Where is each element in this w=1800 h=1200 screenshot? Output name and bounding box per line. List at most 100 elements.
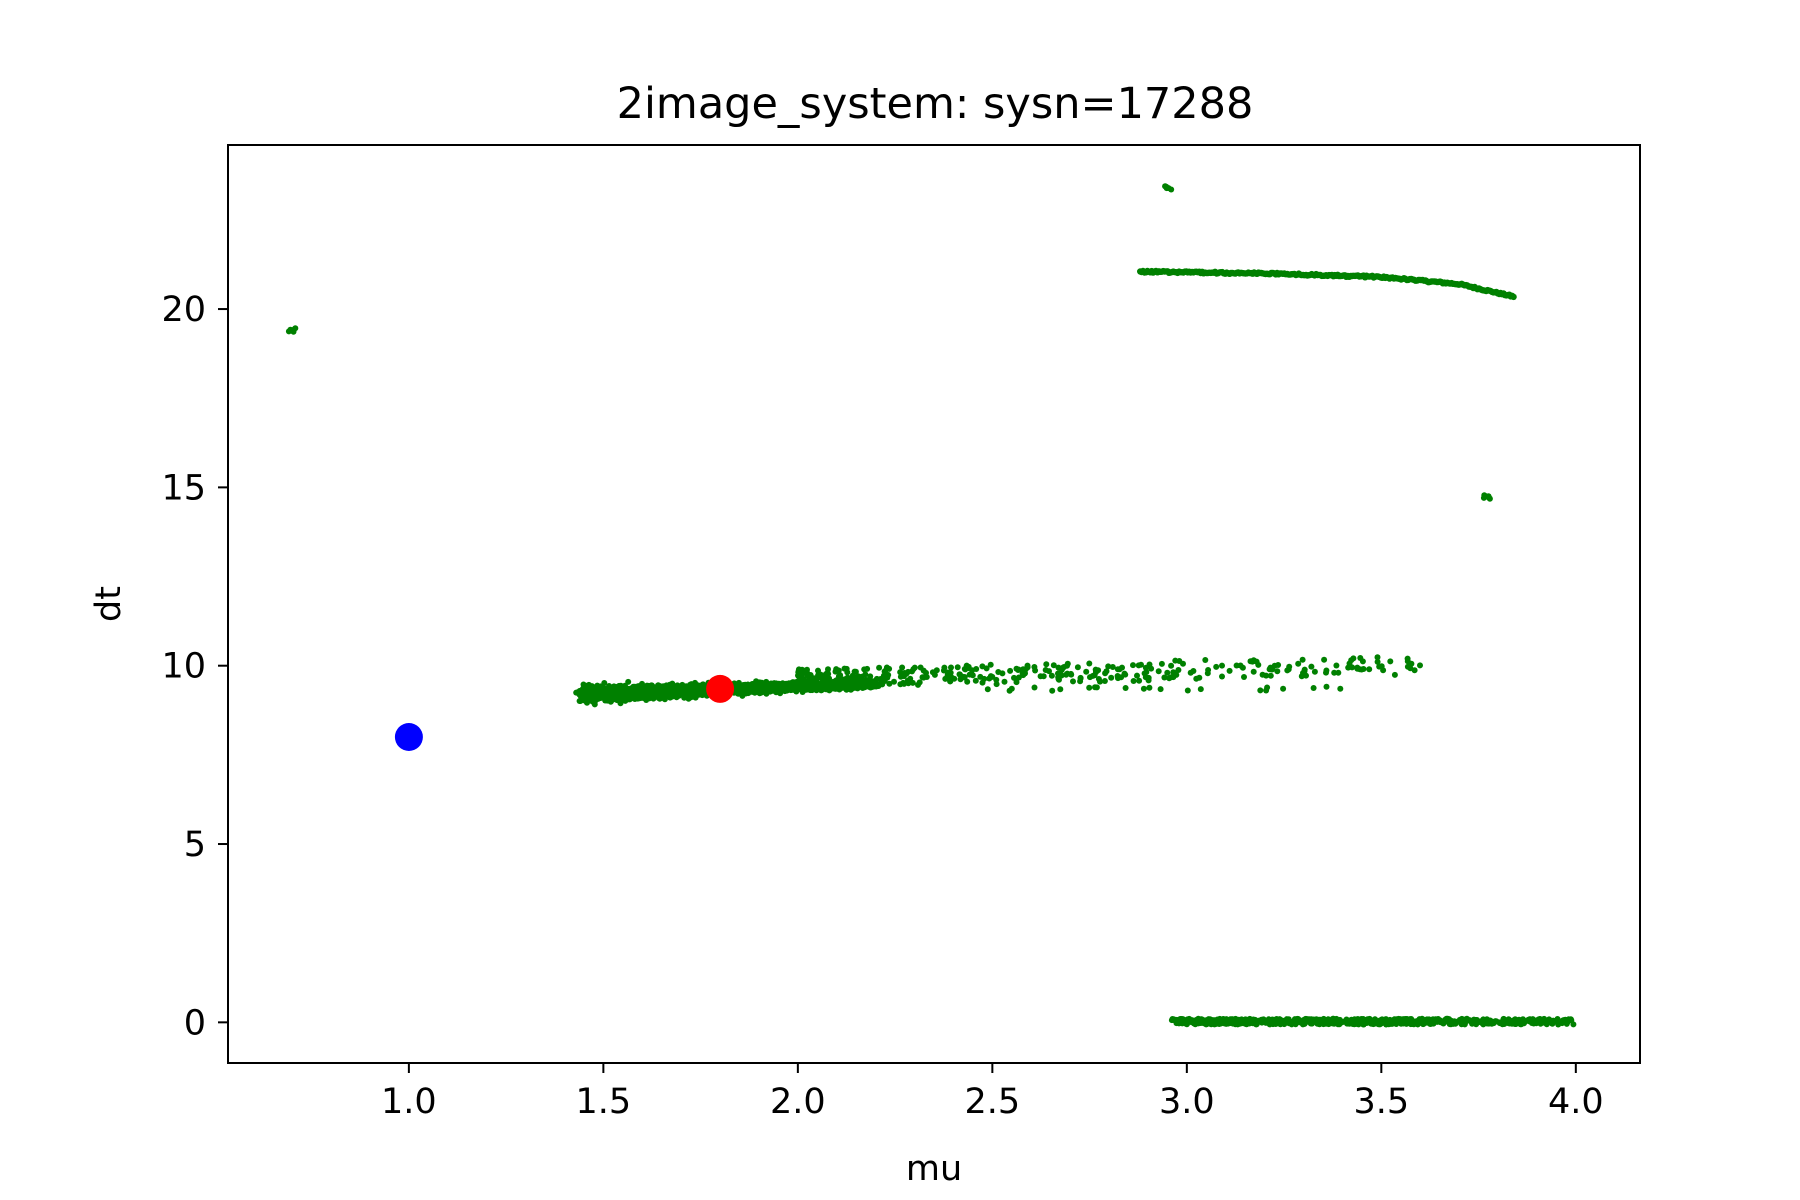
- data-point: [1196, 674, 1203, 681]
- data-point: [1130, 662, 1136, 669]
- data-point: [1404, 655, 1411, 662]
- data-point: [1063, 671, 1070, 678]
- data-point: [909, 679, 916, 686]
- data-point: [1145, 677, 1152, 684]
- data-point: [645, 692, 652, 699]
- data-point: [1155, 668, 1162, 675]
- data-point: [1320, 1015, 1327, 1022]
- data-point: [1157, 686, 1164, 693]
- data-point: [826, 684, 833, 691]
- data-point: [763, 685, 770, 692]
- data-point: [881, 678, 888, 684]
- data-point: [1046, 668, 1052, 675]
- data-point: [1122, 685, 1129, 691]
- data-point: [673, 686, 680, 692]
- data-point: [1536, 1017, 1543, 1024]
- data-point: [1130, 678, 1137, 684]
- data-point: [987, 673, 994, 680]
- data-point: [956, 671, 963, 678]
- data-point: [1031, 684, 1038, 691]
- data-point: [973, 666, 980, 672]
- data-point: [1070, 678, 1076, 685]
- data-point: [582, 694, 589, 701]
- x-tick-label: 1.5: [576, 1082, 632, 1122]
- data-point: [999, 670, 1006, 677]
- data-point: [897, 669, 904, 676]
- data-point: [1391, 671, 1398, 678]
- data-point: [862, 683, 869, 690]
- data-point: [753, 683, 760, 690]
- data-point: [1050, 662, 1057, 669]
- data-point: [961, 666, 968, 672]
- data-point: [1074, 664, 1081, 671]
- data-point: [1389, 1020, 1396, 1027]
- data-point: [1352, 1019, 1359, 1026]
- data-point: [1219, 673, 1225, 680]
- data-point: [1119, 664, 1125, 671]
- data-point: [881, 668, 888, 675]
- data-point: [665, 686, 672, 693]
- data-point: [1077, 678, 1084, 685]
- data-point: [1242, 1016, 1249, 1023]
- data-point: [1549, 1020, 1556, 1027]
- data-point: [1086, 660, 1093, 667]
- data-point: [966, 671, 973, 678]
- data-point: [1015, 667, 1022, 673]
- data-point: [1172, 657, 1179, 664]
- data-point: [1337, 1018, 1344, 1025]
- data-point: [1254, 1018, 1261, 1025]
- data-point: [1530, 1020, 1537, 1027]
- plot-frame: [227, 144, 1641, 1064]
- data-point: [1499, 1021, 1506, 1028]
- data-point: [979, 679, 986, 686]
- data-point: [1241, 674, 1247, 680]
- data-point: [1274, 668, 1281, 675]
- data-point: [919, 674, 926, 681]
- x-axis: 1.0 1.5 2.0 2.5 3.0 3.5 4.0: [381, 1063, 1604, 1122]
- data-point: [1037, 673, 1044, 680]
- data-point: [1475, 1019, 1482, 1026]
- data-point: [886, 680, 893, 687]
- data-point: [1284, 667, 1291, 674]
- data-point: [1368, 1020, 1375, 1027]
- data-point: [947, 669, 954, 676]
- data-point: [1168, 186, 1175, 193]
- data-point: [637, 693, 644, 700]
- data-point: [1295, 660, 1302, 667]
- data-point: [1343, 1016, 1350, 1023]
- data-point: [595, 686, 602, 693]
- data-point: [1485, 1020, 1492, 1027]
- data-point: [1007, 667, 1014, 674]
- data-point: [876, 664, 883, 671]
- data-point: [1490, 1020, 1497, 1027]
- data-point: [292, 325, 299, 332]
- data-point: [856, 680, 863, 686]
- data-point: [923, 674, 930, 680]
- data-point: [1250, 668, 1257, 675]
- data-point: [655, 687, 662, 694]
- data-point: [1395, 1015, 1402, 1022]
- data-point: [1280, 685, 1287, 692]
- y-axis-label: dt: [89, 586, 129, 622]
- data-point: [637, 685, 644, 692]
- data-point: [855, 673, 862, 680]
- x-tick-label: 3.0: [1159, 1082, 1215, 1122]
- data-point: [820, 682, 827, 689]
- data-point: [1168, 662, 1175, 669]
- data-point: [1273, 1018, 1280, 1024]
- data-point: [1310, 685, 1317, 691]
- data-point: [1043, 661, 1050, 668]
- data-point: [1162, 183, 1169, 190]
- data-point: [1190, 668, 1197, 674]
- data-point: [1095, 676, 1102, 682]
- data-point: [1092, 666, 1099, 673]
- data-point: [1295, 1016, 1302, 1023]
- data-point: [1226, 667, 1233, 674]
- y-axis: 0 5 10 15 20: [161, 290, 228, 1043]
- x-tick-label: 3.5: [1353, 1082, 1409, 1122]
- data-point: [1554, 1018, 1561, 1025]
- y-tick-label: 0: [184, 1003, 206, 1043]
- data-point: [696, 686, 703, 693]
- data-point: [1543, 1017, 1550, 1024]
